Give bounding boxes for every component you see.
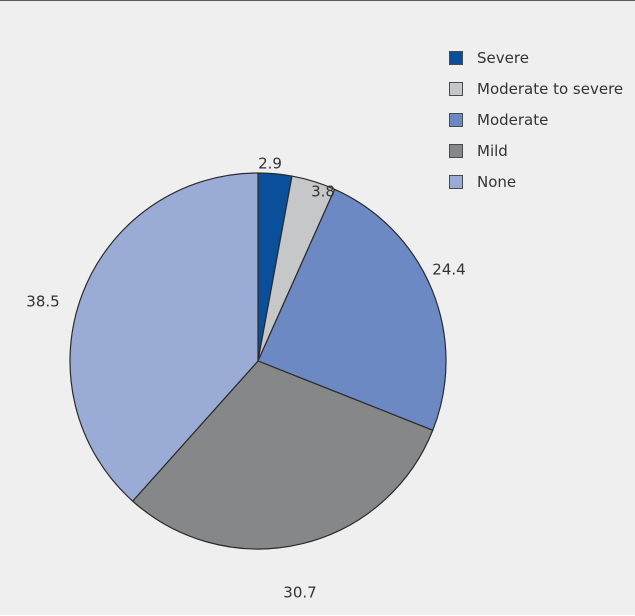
pie-slice-none bbox=[69, 172, 259, 502]
legend-label-none: None bbox=[477, 172, 517, 191]
data-label-severe: 2.9 bbox=[258, 155, 282, 173]
data-label-moderate-to-severe: 3.8 bbox=[311, 183, 335, 201]
legend-swatch-moderate bbox=[449, 112, 463, 127]
legend-swatch-none bbox=[449, 174, 463, 189]
legend: Severe Moderate to severe Moderate Mild … bbox=[449, 42, 633, 197]
pie-value-labels: 2.9 3.8 24.4 30.7 38.5 bbox=[26, 155, 465, 602]
legend-item-mild: Mild bbox=[449, 135, 633, 166]
pie-slice-mild bbox=[132, 360, 434, 550]
legend-item-moderate-to-severe: Moderate to severe bbox=[449, 73, 633, 104]
legend-item-moderate: Moderate bbox=[449, 104, 633, 135]
legend-label-severe: Severe bbox=[477, 48, 529, 67]
legend-label-mild: Mild bbox=[477, 141, 508, 160]
legend-swatch-severe bbox=[449, 50, 463, 65]
legend-label-moderate-to-severe: Moderate to severe bbox=[477, 79, 624, 98]
data-label-mild: 30.7 bbox=[283, 584, 316, 602]
data-label-moderate: 24.4 bbox=[432, 261, 465, 279]
legend-item-severe: Severe bbox=[449, 42, 633, 73]
legend-swatch-moderate-to-severe bbox=[449, 81, 463, 96]
legend-item-none: None bbox=[449, 166, 633, 197]
legend-swatch-mild bbox=[449, 143, 463, 158]
legend-label-moderate: Moderate bbox=[477, 110, 549, 129]
data-label-none: 38.5 bbox=[26, 293, 59, 311]
pie-slice-moderate bbox=[257, 188, 447, 431]
pie-slices bbox=[69, 172, 447, 550]
